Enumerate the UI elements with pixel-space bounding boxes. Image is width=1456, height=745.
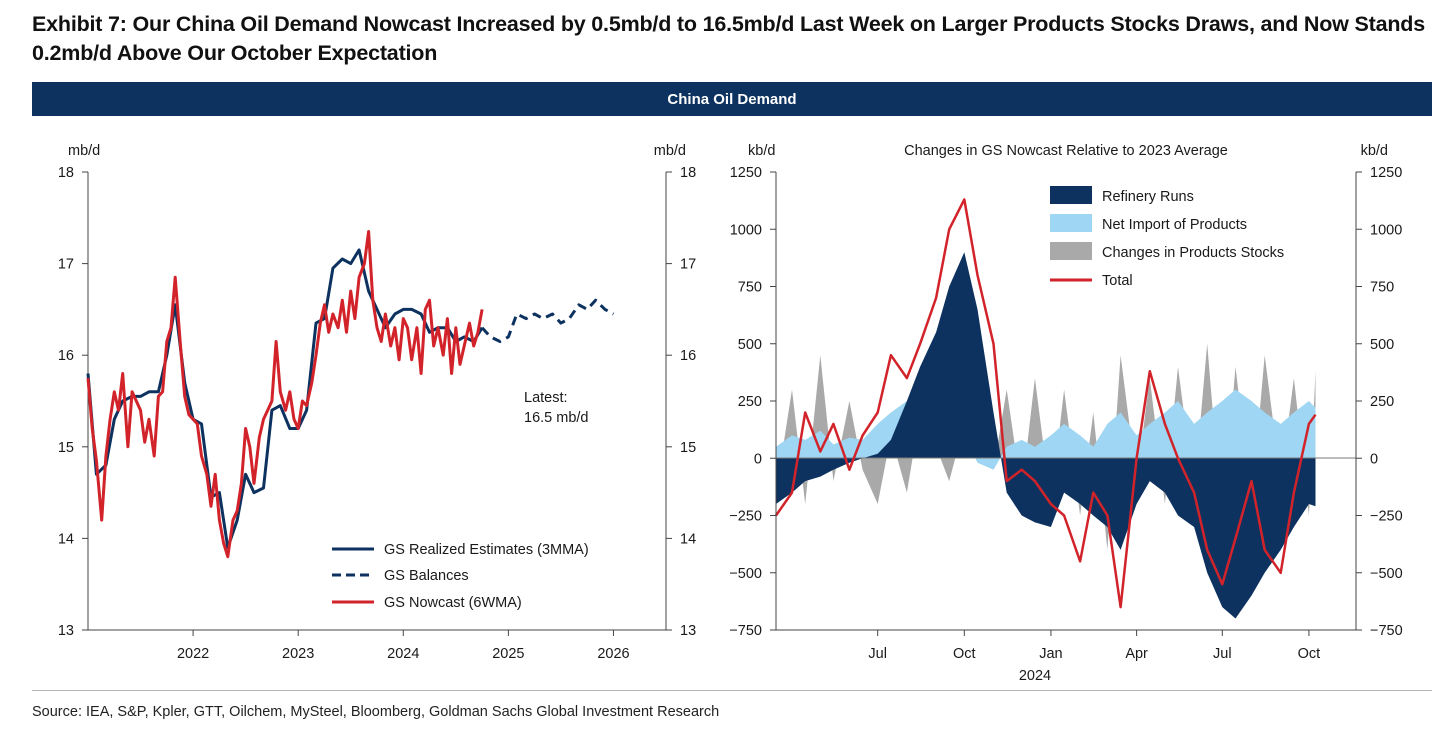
right-ylabel-right: kb/d <box>1361 143 1388 159</box>
left-ytick-label-left: 18 <box>58 165 74 181</box>
latest-annotation-line2: 16.5 mb/d <box>524 410 589 426</box>
right-ytick-label-right: 250 <box>1370 394 1394 410</box>
legend-swatch-refinery <box>1050 186 1092 204</box>
left-xtick-label: 2025 <box>492 646 524 662</box>
right-ytick-label-left: 500 <box>738 337 762 353</box>
right-year-label: 2024 <box>1019 668 1051 684</box>
legend-label-total: Total <box>1102 273 1133 289</box>
left-ytick-label-right: 18 <box>680 165 696 181</box>
right-xtick-label: Apr <box>1125 646 1148 662</box>
left-xtick-label: 2024 <box>387 646 419 662</box>
left-ytick-label-left: 16 <box>58 348 74 364</box>
left-ytick-label-left: 14 <box>58 531 74 547</box>
right-ytick-label-left: −250 <box>729 509 762 525</box>
left-xticks: 2022 2023 2024 2025 2026 <box>177 630 630 662</box>
legend-label-netimport: Net Import of Products <box>1102 217 1247 233</box>
right-legend: Refinery Runs Net Import of Products Cha… <box>1050 186 1284 289</box>
left-ytick-label-right: 16 <box>680 348 696 364</box>
left-series-gs-realized-estimates-3mma- <box>86 248 484 550</box>
legend-label-balances: GS Balances <box>384 568 469 584</box>
right-ytick-label-left: 750 <box>738 280 762 296</box>
right-xtick-label: Oct <box>953 646 976 662</box>
right-ytick-label-right: −250 <box>1370 509 1403 525</box>
latest-annotation-line1: Latest: <box>524 390 568 406</box>
right-yticks: −750 −750 −500 −500 −250 −250 0 0 250 250 500 500 75… <box>729 165 1402 639</box>
left-ytick-label-right: 13 <box>680 623 696 639</box>
left-xtick-label: 2026 <box>597 646 629 662</box>
left-ytick-label-right: 15 <box>680 440 696 456</box>
right-ytick-label-right: 1000 <box>1370 222 1402 238</box>
left-yticks: 13 13 14 14 15 15 16 16 17 17 18 18 <box>58 165 696 639</box>
right-chart: Changes in GS Nowcast Relative to 2023 A… <box>729 143 1402 684</box>
right-areas <box>776 252 1316 619</box>
footer-divider <box>32 690 1432 691</box>
right-total-series <box>774 198 1317 609</box>
chart-banner: China Oil Demand <box>32 82 1432 116</box>
legend-label-nowcast: GS Nowcast (6WMA) <box>384 595 522 611</box>
legend-label-refinery: Refinery Runs <box>1102 189 1194 205</box>
source-note: Source: IEA, S&P, Kpler, GTT, Oilchem, M… <box>32 704 720 720</box>
left-ytick-label-left: 15 <box>58 440 74 456</box>
left-ytick-label-right: 17 <box>680 257 696 273</box>
right-ytick-label-left: 0 <box>754 451 762 467</box>
right-ytick-label-right: −500 <box>1370 566 1403 582</box>
left-xtick-label: 2023 <box>282 646 314 662</box>
right-ytick-label-left: −750 <box>729 623 762 639</box>
right-ytick-label-left: −500 <box>729 566 762 582</box>
right-ytick-label-right: 750 <box>1370 280 1394 296</box>
left-series-gs-nowcast-6wma- <box>86 230 484 559</box>
right-ytick-label-left: 250 <box>738 394 762 410</box>
right-ytick-label-left: 1250 <box>730 165 762 181</box>
right-xtick-label: Jul <box>868 646 887 662</box>
left-series <box>86 230 615 559</box>
right-chart-title: Changes in GS Nowcast Relative to 2023 A… <box>904 143 1228 159</box>
legend-swatch-stocks <box>1050 242 1092 260</box>
right-ytick-label-right: −750 <box>1370 623 1403 639</box>
right-xticks: Jul Oct Jan Apr Jul Oct <box>868 630 1320 662</box>
right-ytick-label-left: 1000 <box>730 222 762 238</box>
right-ytick-label-right: 0 <box>1370 451 1378 467</box>
left-legend: GS Realized Estimates (3MMA) GS Balances… <box>332 542 589 611</box>
right-ytick-label-right: 1250 <box>1370 165 1402 181</box>
left-xtick-label: 2022 <box>177 646 209 662</box>
right-xtick-label: Jan <box>1039 646 1062 662</box>
left-series-gs-balances <box>480 298 615 343</box>
right-series-total <box>774 198 1317 609</box>
left-ylabel-right: mb/d <box>654 143 686 159</box>
legend-label-stocks: Changes in Products Stocks <box>1102 245 1284 261</box>
right-xtick-label: Oct <box>1298 646 1321 662</box>
right-ylabel-left: kb/d <box>748 143 775 159</box>
right-area-changes-in-products-stocks <box>776 343 1316 550</box>
legend-label-realized: GS Realized Estimates (3MMA) <box>384 542 589 558</box>
left-ytick-label-left: 13 <box>58 623 74 639</box>
left-ytick-label-right: 14 <box>680 531 696 547</box>
left-ytick-label-left: 17 <box>58 257 74 273</box>
exhibit-title: Exhibit 7: Our China Oil Demand Nowcast … <box>32 12 1425 65</box>
legend-swatch-netimport <box>1050 214 1092 232</box>
right-ytick-label-right: 500 <box>1370 337 1394 353</box>
right-xtick-label: Jul <box>1213 646 1232 662</box>
left-ylabel-left: mb/d <box>68 143 100 159</box>
